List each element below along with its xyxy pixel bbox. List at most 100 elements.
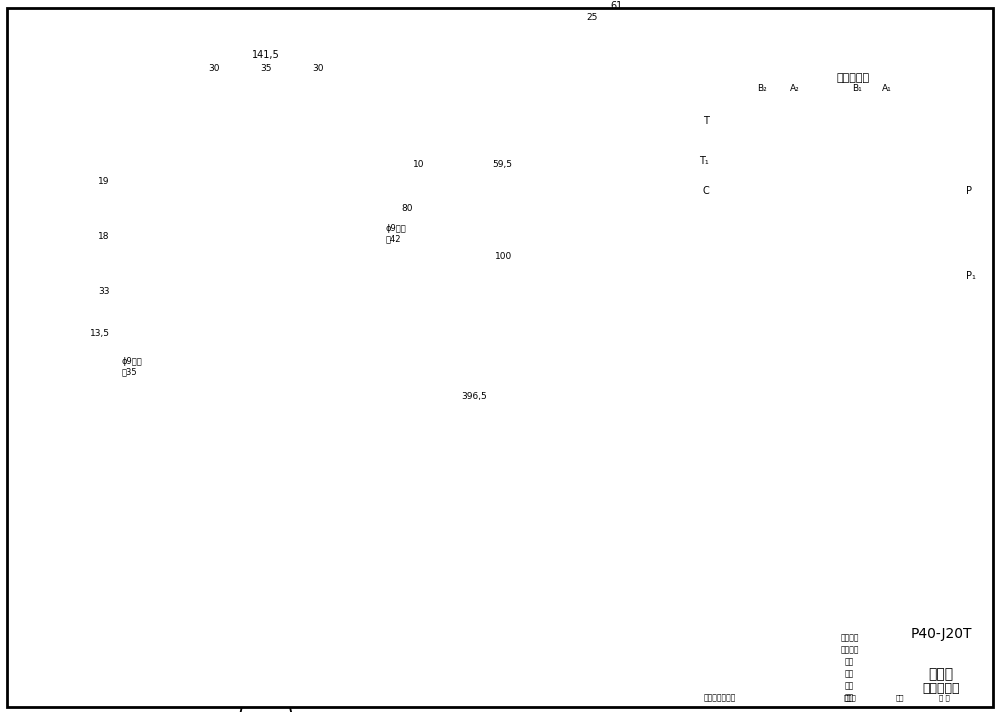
Bar: [761, 121, 796, 156]
Bar: [211, 455, 321, 495]
Text: 外形尺寸图: 外形尺寸图: [923, 681, 960, 695]
Circle shape: [308, 223, 334, 248]
Text: 80: 80: [401, 204, 413, 214]
Ellipse shape: [573, 473, 640, 481]
Ellipse shape: [191, 226, 231, 246]
Circle shape: [276, 395, 296, 415]
Circle shape: [191, 276, 231, 315]
Text: P40-J20T: P40-J20T: [911, 627, 972, 642]
Circle shape: [200, 285, 222, 307]
Bar: [661, 224, 671, 253]
Ellipse shape: [301, 171, 340, 191]
Text: 图号: 图号: [845, 693, 854, 703]
Text: ϕ9面孔
高35: ϕ9面孔 高35: [121, 357, 142, 376]
Circle shape: [189, 214, 233, 258]
Bar: [936, 268, 952, 283]
Text: 30: 30: [312, 64, 323, 73]
Ellipse shape: [567, 246, 646, 301]
Circle shape: [362, 256, 373, 268]
Text: 141,5: 141,5: [252, 51, 280, 61]
Text: 多路阀: 多路阀: [929, 667, 954, 681]
Bar: [397, 248, 405, 268]
Text: 25: 25: [586, 13, 597, 22]
Text: 59,5: 59,5: [492, 159, 512, 169]
Bar: [527, 164, 552, 224]
Bar: [156, 154, 375, 348]
Circle shape: [271, 223, 297, 248]
Text: 工艺路线: 工艺路线: [840, 646, 859, 655]
Text: 19: 19: [98, 177, 109, 186]
Circle shape: [226, 214, 270, 258]
Text: 61: 61: [610, 1, 623, 11]
Text: C: C: [702, 186, 709, 196]
Circle shape: [310, 285, 332, 307]
Ellipse shape: [264, 171, 304, 191]
Text: 绘图人: 绘图人: [843, 695, 856, 701]
Circle shape: [556, 313, 568, 325]
Text: P₁: P₁: [966, 271, 976, 281]
Text: 液压原理图: 液压原理图: [836, 73, 869, 83]
Text: A₂: A₂: [790, 84, 800, 93]
Circle shape: [281, 400, 291, 410]
Bar: [854, 121, 890, 156]
Circle shape: [299, 214, 343, 258]
Circle shape: [299, 159, 343, 203]
Circle shape: [131, 288, 171, 328]
Text: 比例: 比例: [895, 695, 904, 701]
Circle shape: [168, 323, 180, 335]
Circle shape: [220, 399, 232, 411]
Ellipse shape: [569, 462, 644, 470]
Bar: [761, 156, 796, 191]
Bar: [375, 244, 397, 273]
Ellipse shape: [264, 226, 304, 246]
Text: B₂: B₂: [757, 84, 767, 93]
Bar: [128, 287, 156, 330]
Circle shape: [255, 285, 277, 307]
Circle shape: [235, 223, 261, 248]
Bar: [246, 348, 286, 360]
Text: 审核: 审核: [845, 670, 854, 679]
Text: T₁: T₁: [699, 156, 709, 166]
Bar: [375, 184, 397, 214]
Text: 张 号: 张 号: [939, 695, 950, 701]
Bar: [552, 134, 661, 333]
Text: 18: 18: [98, 232, 109, 241]
Circle shape: [308, 168, 334, 194]
Text: 描图检验: 描图检验: [840, 634, 859, 643]
Bar: [547, 348, 666, 408]
Text: 30: 30: [208, 64, 220, 73]
Bar: [246, 88, 258, 93]
Ellipse shape: [577, 484, 636, 491]
Bar: [923, 96, 943, 121]
Bar: [274, 88, 286, 93]
Circle shape: [271, 168, 297, 194]
Ellipse shape: [565, 451, 648, 459]
Bar: [854, 156, 890, 191]
Text: 制图: 制图: [845, 658, 854, 666]
Ellipse shape: [228, 171, 268, 191]
Text: 批准: 批准: [845, 681, 854, 691]
Circle shape: [246, 276, 286, 315]
Text: 双流合营液压阀: 双流合营液压阀: [704, 693, 736, 703]
Text: 396,5: 396,5: [461, 392, 487, 401]
Bar: [229, 400, 253, 420]
Ellipse shape: [579, 255, 634, 292]
Circle shape: [198, 168, 224, 194]
Ellipse shape: [228, 226, 268, 246]
Ellipse shape: [561, 440, 652, 448]
Ellipse shape: [301, 226, 340, 246]
Text: T: T: [703, 116, 709, 126]
Text: ϕ9面孔
高42: ϕ9面孔 高42: [385, 224, 406, 244]
Circle shape: [301, 276, 341, 315]
Ellipse shape: [191, 171, 231, 191]
Circle shape: [262, 214, 306, 258]
Text: 35: 35: [260, 64, 272, 73]
Bar: [635, 617, 991, 704]
Circle shape: [869, 214, 874, 219]
Circle shape: [597, 263, 617, 283]
Ellipse shape: [581, 496, 632, 502]
Circle shape: [262, 159, 306, 203]
Circle shape: [235, 168, 261, 194]
Text: A₁: A₁: [882, 84, 891, 93]
Bar: [196, 360, 336, 440]
